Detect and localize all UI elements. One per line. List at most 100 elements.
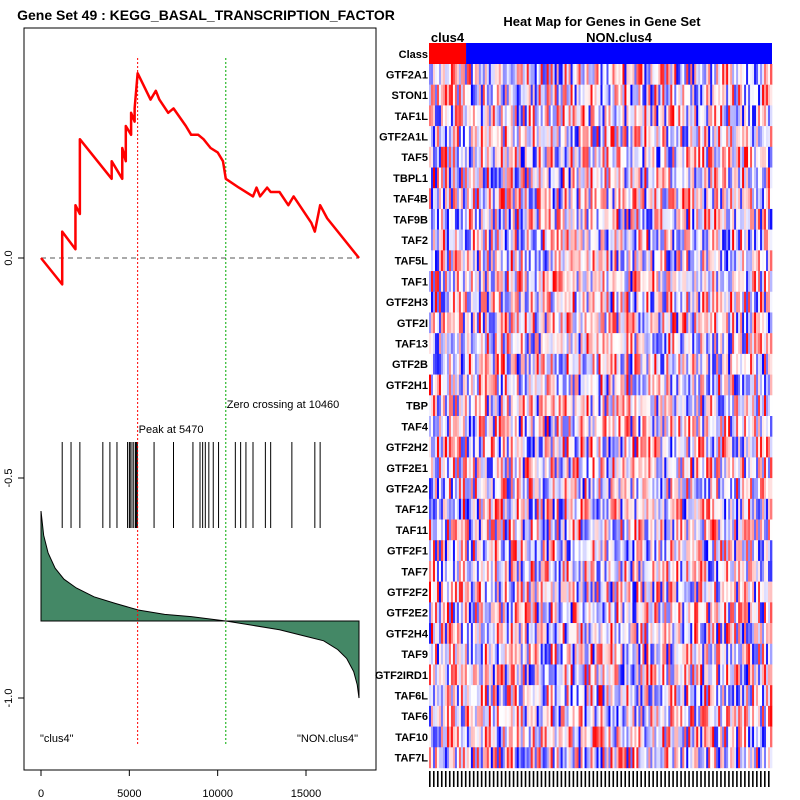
heatmap-cell xyxy=(708,291,711,313)
heatmap-cell xyxy=(712,540,715,562)
heatmap-cell xyxy=(448,64,452,85)
heatmap-cell xyxy=(584,602,587,624)
heatmap-cell xyxy=(694,395,697,417)
heatmap-cell xyxy=(746,126,749,148)
heatmap-cell xyxy=(686,312,689,334)
heatmap-cell xyxy=(436,312,440,334)
heatmap-cell xyxy=(672,519,675,541)
heatmap-cell xyxy=(502,395,506,417)
heatmap-cell xyxy=(502,353,506,375)
heatmap-cell xyxy=(548,581,551,603)
heatmap-cell xyxy=(624,519,627,541)
heatmap-cell xyxy=(556,353,559,375)
heatmap-cell xyxy=(744,436,747,458)
heatmap-cell xyxy=(754,84,757,106)
heatmap-cell xyxy=(498,457,502,479)
heatmap-cell xyxy=(568,208,571,230)
heatmap-cell xyxy=(658,208,661,230)
heatmap-cell xyxy=(600,291,603,313)
heatmap-cell xyxy=(514,623,518,644)
heatmap-cell xyxy=(502,519,506,541)
heatmap-cell xyxy=(696,167,699,189)
heatmap-cell xyxy=(536,581,540,603)
heatmap-cell xyxy=(602,271,605,292)
heatmap-cell xyxy=(722,353,725,375)
heatmap-cell xyxy=(429,374,432,396)
heatmap-cell xyxy=(660,126,663,148)
heatmap-cell xyxy=(588,540,591,562)
heatmap-cell xyxy=(544,498,548,520)
heatmap-cell xyxy=(630,581,633,603)
heatmap-cell xyxy=(548,229,551,251)
heatmap-cell xyxy=(764,291,767,313)
heatmap-cell xyxy=(634,416,637,437)
heatmap-cell xyxy=(476,229,480,251)
heatmap-cell xyxy=(432,250,436,272)
heatmap-cell xyxy=(500,126,504,148)
heatmap-cell xyxy=(438,188,442,210)
heatmap-cell xyxy=(730,560,733,582)
heatmap-cell xyxy=(596,271,599,292)
heatmap-cell xyxy=(540,105,544,127)
heatmap-cell xyxy=(594,560,597,582)
heatmap-cell xyxy=(764,353,767,375)
heatmap-cell xyxy=(448,374,452,396)
heatmap-cell xyxy=(520,602,524,624)
heatmap-cell xyxy=(762,374,765,396)
heatmap-cell xyxy=(730,478,733,500)
heatmap-cell xyxy=(482,271,486,292)
heatmap-cell xyxy=(636,457,639,479)
heatmap-cell xyxy=(516,64,520,85)
heatmap-cell xyxy=(722,64,725,85)
heatmap-cell xyxy=(700,353,703,375)
heatmap-cell xyxy=(760,126,763,148)
heatmap-cell xyxy=(592,84,595,106)
heatmap-cell xyxy=(598,457,601,479)
heatmap-cell xyxy=(484,353,488,375)
heatmap-cell xyxy=(588,291,591,313)
heatmap-cell xyxy=(760,457,763,479)
heatmap-cell xyxy=(520,353,524,375)
heatmap-cell xyxy=(474,126,478,148)
heatmap-cell xyxy=(764,457,767,479)
heatmap-cell xyxy=(604,602,607,624)
heatmap-cell xyxy=(670,84,673,106)
heatmap-cell xyxy=(578,188,581,210)
heatmap-cell xyxy=(666,229,669,251)
heatmap-cell xyxy=(608,560,611,582)
heatmap-cell xyxy=(706,416,709,437)
heatmap-cell xyxy=(582,105,585,127)
enrichment-plot-title: Gene Set 49 : KEGG_BASAL_TRANSCRIPTION_F… xyxy=(17,7,395,23)
heatmap-cell xyxy=(658,167,661,189)
heatmap-cell xyxy=(556,208,559,230)
heatmap-cell xyxy=(458,229,462,251)
heatmap-cell xyxy=(730,167,733,189)
heatmap-cell xyxy=(734,498,737,520)
heatmap-cell xyxy=(510,229,514,251)
heatmap-cell xyxy=(482,188,486,210)
heatmap-cell xyxy=(712,105,715,127)
heatmap-cell xyxy=(710,333,713,355)
heatmap-cell xyxy=(766,84,769,106)
heatmap-cell xyxy=(740,291,743,313)
heatmap-cell xyxy=(762,291,765,313)
heatmap-cell xyxy=(580,457,583,479)
heatmap-cell xyxy=(588,519,591,541)
heatmap-cell xyxy=(580,623,583,644)
heatmap-cell xyxy=(724,146,727,168)
heatmap-cell xyxy=(540,353,544,375)
heatmap-cell xyxy=(748,64,751,85)
heatmap-cell xyxy=(572,64,575,85)
heatmap-cell xyxy=(572,84,575,106)
heatmap-cell xyxy=(656,602,659,624)
heatmap-cell xyxy=(718,291,721,313)
heatmap-cell xyxy=(454,146,458,168)
heatmap-cell xyxy=(484,395,488,417)
heatmap-cell xyxy=(768,540,771,562)
heatmap-cell xyxy=(570,250,573,272)
heatmap-cell xyxy=(560,312,563,334)
heatmap-cell xyxy=(644,146,647,168)
heatmap-cell xyxy=(478,84,482,106)
heatmap-cell xyxy=(672,395,675,417)
heatmap-cell xyxy=(678,602,681,624)
